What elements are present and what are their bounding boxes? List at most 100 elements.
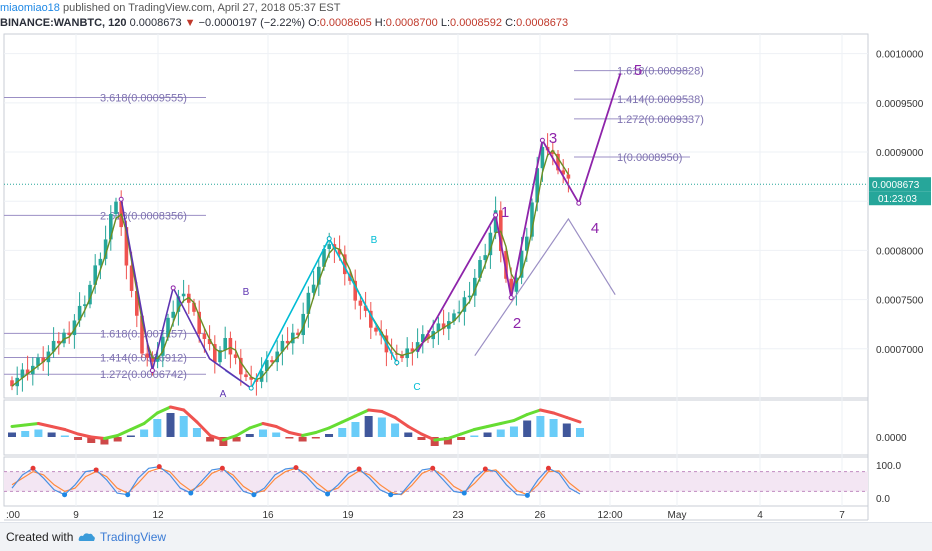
time-tick-label: 16 — [262, 510, 274, 521]
author-link[interactable]: miaomiao18 — [0, 2, 60, 14]
candle-body — [343, 254, 347, 275]
time-tick-label: 12:00 — [597, 510, 622, 521]
oscillator-bar — [87, 437, 96, 443]
oscillator-bar — [325, 434, 334, 437]
oscillator-bar — [232, 437, 241, 442]
time-tick-label: :00 — [6, 510, 20, 521]
candle-body — [140, 315, 144, 354]
tradingview-brand[interactable]: TradingView — [100, 530, 167, 544]
candle-body — [213, 344, 217, 363]
moving-average-line — [11, 149, 569, 387]
price-tick-label: 0.0007500 — [876, 296, 924, 307]
candle-body — [72, 320, 77, 336]
candle-body — [36, 357, 40, 366]
oscillator-line-segment — [10, 423, 27, 428]
oscillator-line-segment — [353, 408, 371, 418]
stochastic-oversold-dot — [524, 492, 530, 498]
oscillator-line-segment — [102, 434, 120, 440]
oscillator-line-segment — [512, 413, 529, 422]
oscillator-line-segment — [89, 435, 106, 440]
price-tick-label: 0.0010000 — [876, 50, 924, 61]
oscillator-line-segment — [23, 422, 40, 427]
countdown-tag — [869, 191, 931, 206]
close-label: C: — [505, 17, 517, 29]
candle-body — [166, 317, 170, 337]
oscillator-line-segment — [538, 408, 556, 415]
candle-body — [488, 232, 493, 256]
wave-label: 2 — [513, 315, 521, 332]
high-value: 0.0008700 — [385, 17, 438, 29]
oscillator-bar — [285, 437, 294, 439]
time-tick-label: 23 — [452, 510, 464, 521]
oscillator-bar — [364, 416, 373, 437]
candle-body — [218, 350, 222, 363]
price-tick-label: 0.0007000 — [876, 345, 924, 356]
stochastic-overbought-dot — [93, 467, 99, 473]
fib-level-label: 3.618(0.0009555) — [100, 92, 187, 104]
created-with-label: Created with — [6, 530, 74, 544]
oscillator-bar — [417, 437, 426, 440]
fib-level-label: 1.414(0.0006912) — [100, 352, 187, 364]
wave-label: B — [243, 287, 250, 298]
wave-pivot-marker — [576, 200, 582, 206]
price-tick-label: 0.0008000 — [876, 246, 924, 257]
oscillator-line-segment — [287, 431, 305, 437]
candle-body — [493, 210, 498, 233]
stochastic-oversold-dot — [125, 492, 131, 498]
oscillator-bar — [311, 437, 320, 439]
candle-body — [25, 369, 30, 375]
candle-body — [426, 334, 430, 340]
oscillator-line-segment — [221, 434, 239, 442]
oscillator-line-segment — [63, 428, 80, 436]
oscillator-line-segment — [380, 410, 397, 419]
low-label: L: — [440, 17, 451, 29]
oscillator-bar — [496, 429, 505, 437]
candle-body — [223, 337, 227, 351]
wave-label: A — [220, 389, 227, 400]
candle-body — [10, 380, 14, 387]
candle-body — [62, 332, 66, 344]
candle-body — [561, 170, 565, 175]
stochastic-oversold-dot — [325, 491, 331, 497]
oscillator-bar — [351, 422, 360, 437]
candle-body — [41, 357, 45, 363]
stochastic-oversold-dot — [388, 492, 394, 498]
wave-pivot-marker — [493, 212, 499, 218]
candle-body — [369, 310, 373, 328]
symbol-label[interactable]: BINANCE:WANBTC, 120 — [0, 17, 127, 29]
candle-body — [306, 292, 311, 314]
wave-label: 1 — [501, 204, 509, 221]
oscillator-line-segment — [367, 408, 384, 413]
candle-body — [400, 354, 404, 359]
oscillator-line-segment — [142, 411, 159, 425]
open-label: O: — [308, 17, 320, 29]
candle-body — [530, 202, 534, 237]
stochastic-overbought-dot — [356, 466, 362, 472]
candle-body — [270, 360, 274, 363]
candle-body — [202, 333, 207, 339]
oscillator-bar — [391, 423, 400, 437]
time-tick-label: May — [668, 510, 687, 521]
oscillator-bar — [140, 429, 149, 437]
candle-body — [77, 305, 82, 321]
candle-body — [171, 311, 175, 318]
stochastic-overbought-dot — [293, 465, 299, 471]
impulse-wave-line — [416, 73, 622, 353]
oscillator-line-segment — [314, 426, 331, 434]
candle-body — [129, 265, 134, 291]
candle-body — [358, 300, 363, 306]
tradingview-cloud-icon — [78, 533, 95, 541]
wave-label: 3 — [549, 130, 557, 147]
candle-body — [207, 338, 212, 345]
candle-body — [363, 305, 368, 311]
oscillator-tick-label: 0.0000 — [876, 433, 907, 444]
stochastic-oversold-dot — [461, 490, 467, 496]
time-tick-label: 19 — [342, 510, 354, 521]
oscillator-line-segment — [36, 422, 54, 428]
candle-body — [285, 340, 290, 344]
publish-line: miaomiao18 published on TradingView.com,… — [0, 2, 340, 14]
stochastic-overbought-dot — [219, 465, 225, 471]
oscillator-line-segment — [565, 416, 582, 424]
price-tick-label: 0.0009000 — [876, 148, 924, 159]
